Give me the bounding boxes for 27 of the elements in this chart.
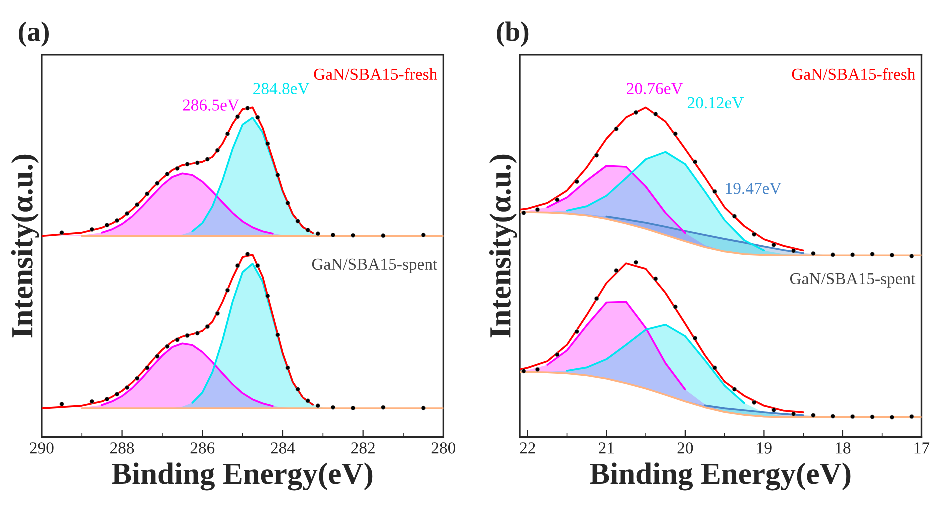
series-label: 284.8eV	[254, 83, 310, 95]
annotation: GaN/SBA15-spent	[790, 273, 916, 288]
text: 20.12eV	[688, 97, 744, 109]
x-axis-title: Binding Energy(eV)	[112, 462, 373, 491]
text: GaN/SBA15-fresh	[314, 68, 438, 80]
chart-title: (b)	[497, 22, 529, 47]
x-tick-label: 17	[914, 442, 930, 454]
text: 286.5eV	[183, 100, 240, 111]
x-tick-label: 22	[520, 442, 536, 454]
text: GaN/SBA15-fresh	[792, 68, 916, 80]
x-tick-label: 286	[190, 442, 215, 454]
annotation: GaN/SBA15-spent	[312, 258, 438, 274]
x-tick-label: 290	[30, 442, 54, 454]
x-tick-label: 18	[836, 442, 851, 454]
text: 20.76eV	[627, 83, 684, 95]
x-tick-label: 282	[352, 442, 375, 454]
x-tick-label: 20	[678, 442, 694, 454]
y-axis-title: Intensity(α.u.)	[489, 154, 518, 338]
x-tick-label: 19	[757, 442, 772, 454]
y-axis-title: Intensity(α.u.)	[11, 154, 40, 338]
x-tick-label: 280	[432, 442, 456, 454]
x-tick-label: 284	[271, 442, 296, 454]
chart-title: (a)	[19, 22, 50, 47]
x-axis-title: Binding Energy(eV)	[590, 462, 851, 491]
x-tick-label: 288	[110, 442, 134, 454]
x-tick-label: 21	[599, 442, 614, 454]
text: 19.47eV	[726, 183, 782, 194]
